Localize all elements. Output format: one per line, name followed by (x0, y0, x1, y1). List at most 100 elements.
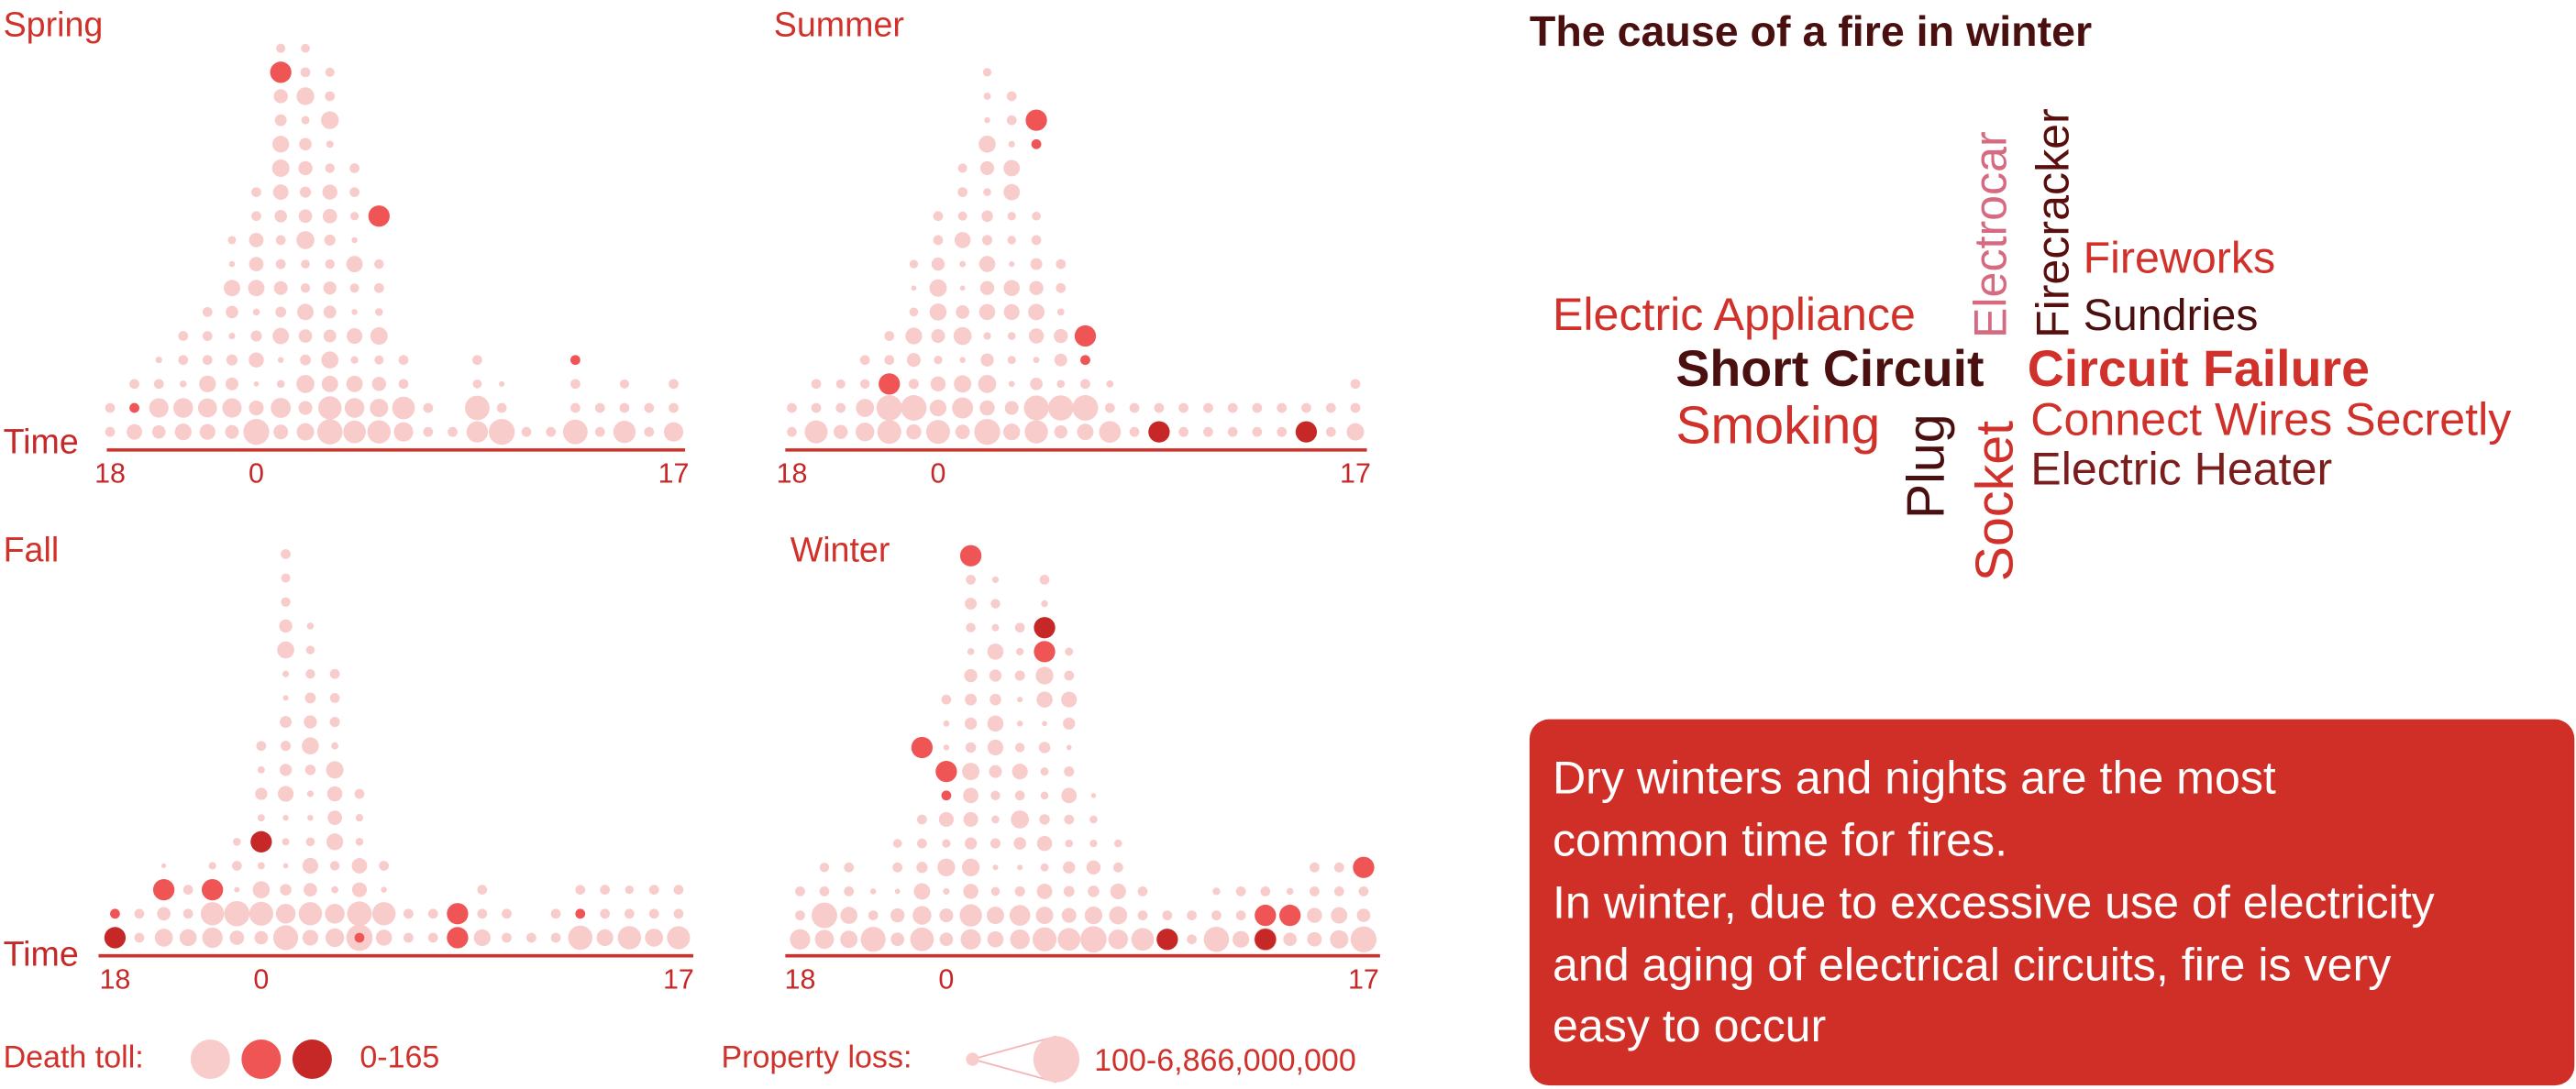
data-dot (964, 668, 978, 683)
data-dot (280, 716, 292, 728)
dots-fall (104, 549, 691, 952)
data-dot (299, 186, 312, 198)
data-dot (964, 837, 978, 850)
data-dot (296, 231, 315, 249)
data-dot (978, 303, 996, 321)
data-dot (835, 379, 846, 389)
data-dot (472, 355, 482, 366)
data-dot (525, 932, 536, 943)
data-dot (302, 737, 319, 755)
info-box: Dry winters and nights are the most comm… (1529, 719, 2575, 1086)
highlight-dot (1148, 421, 1170, 443)
data-dot (231, 861, 242, 871)
data-dot (281, 597, 291, 607)
data-dot (379, 861, 390, 871)
highlight-dot (570, 355, 580, 366)
data-dot (1235, 886, 1246, 896)
data-dot (199, 375, 216, 392)
data-dot (326, 140, 334, 148)
info-line-3: In winter, due to excessive use of elect… (1553, 876, 2435, 928)
data-dot (959, 260, 967, 268)
data-dot (1212, 887, 1221, 896)
data-dot (346, 256, 363, 273)
data-dot (964, 717, 978, 730)
data-dot (1014, 622, 1025, 633)
data-dot (275, 306, 287, 318)
data-dot (273, 424, 289, 440)
data-dot (600, 908, 611, 919)
data-dot (981, 235, 993, 246)
data-dot (1047, 395, 1074, 421)
data-dot (477, 885, 488, 896)
data-dot (157, 907, 171, 921)
data-dot (1346, 423, 1365, 441)
x-tick-fall-zero: 0 (253, 963, 269, 995)
data-dot (282, 838, 290, 846)
data-dot (1310, 862, 1320, 873)
word-sundries: Sundries (2084, 291, 2259, 340)
data-dot (1203, 926, 1230, 952)
legend-property-range: 100-6,866,000,000 (1094, 1043, 1356, 1078)
data-dot (134, 932, 145, 943)
data-dot (990, 790, 1001, 800)
data-dot (280, 741, 292, 752)
data-dot (153, 379, 164, 390)
highlight-dot (959, 544, 982, 566)
data-dot (983, 93, 991, 100)
data-dot (473, 929, 491, 947)
data-dot (1310, 886, 1320, 896)
panel-title-summer: Summer (774, 5, 904, 43)
data-dot (329, 861, 340, 871)
data-dot (989, 838, 1001, 849)
data-dot (989, 669, 1002, 682)
data-dot (305, 837, 315, 847)
data-dot (304, 715, 317, 729)
data-dot (965, 742, 977, 754)
data-dot (252, 881, 271, 898)
data-dot (1006, 91, 1017, 102)
data-dot (1028, 328, 1045, 344)
data-dot (1056, 380, 1066, 389)
data-dot (811, 402, 822, 413)
data-dot (316, 419, 343, 445)
data-dot (1042, 720, 1047, 727)
data-dot (323, 281, 337, 295)
data-dot (322, 208, 337, 224)
data-dot (1056, 282, 1067, 293)
legend-property-label: Property loss: (721, 1040, 912, 1074)
data-dot (613, 420, 636, 444)
data-dot (1089, 815, 1098, 824)
legend-death-swatch-mid (241, 1040, 282, 1080)
data-dot (859, 355, 870, 366)
data-dot (234, 886, 240, 893)
data-dot (297, 303, 314, 321)
data-dot (570, 379, 580, 390)
data-dot (392, 396, 415, 420)
data-dot (300, 283, 311, 293)
data-dot (279, 764, 293, 776)
data-dot (351, 858, 368, 874)
data-dot (347, 327, 363, 345)
data-dot (326, 786, 343, 802)
data-dot (1235, 910, 1246, 920)
data-dot (980, 353, 994, 367)
data-dot (917, 814, 927, 825)
data-dot (1035, 907, 1054, 925)
data-dot (892, 862, 903, 873)
data-dot (323, 305, 337, 319)
data-dot (306, 790, 314, 798)
data-dot (1331, 907, 1348, 924)
data-dot (1064, 670, 1075, 681)
data-dot (325, 67, 335, 77)
data-dot (351, 236, 358, 244)
data-dot (257, 862, 265, 870)
data-dot (931, 329, 945, 344)
highlight-dot (270, 61, 292, 83)
data-dot (804, 420, 828, 444)
data-dot (251, 187, 261, 197)
data-dot (155, 357, 162, 364)
data-dot (1178, 426, 1188, 437)
data-dot (228, 332, 236, 340)
data-dot (331, 742, 339, 750)
highlight-dot (941, 790, 952, 801)
